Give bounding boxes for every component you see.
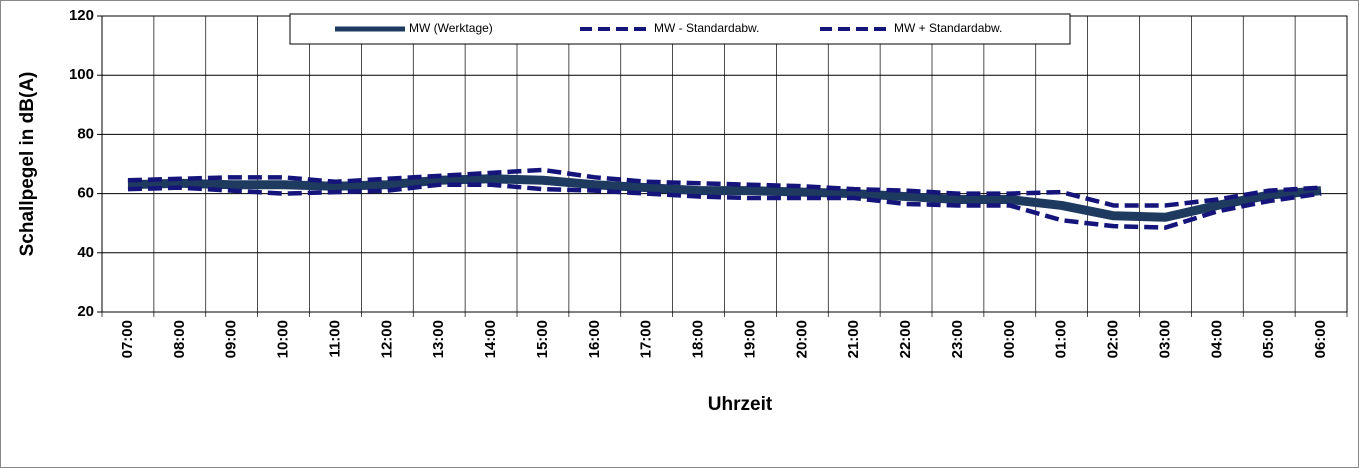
x-tick-label: 06:00 [1312, 320, 1329, 358]
x-tick-label: 01:00 [1053, 320, 1070, 358]
x-tick-label: 23:00 [949, 320, 966, 358]
x-tick-label: 15:00 [534, 320, 551, 358]
x-tick-label: 12:00 [378, 320, 395, 358]
x-tick-label: 20:00 [793, 320, 810, 358]
x-tick-label: 18:00 [690, 320, 707, 358]
x-tick-label: 00:00 [1001, 320, 1018, 358]
x-tick-label: 08:00 [171, 320, 188, 358]
y-tick-label: 20 [77, 303, 94, 320]
legend-label: MW + Standardabw. [894, 21, 1002, 35]
legend-label: MW - Standardabw. [654, 21, 759, 35]
x-tick-label: 13:00 [430, 320, 447, 358]
series-line [127, 174, 1322, 222]
x-tick-label: 10:00 [275, 320, 292, 358]
x-tick-label: 14:00 [482, 320, 499, 358]
x-tick-label: 05:00 [1260, 320, 1277, 358]
y-axis-title: Schallpegel in dB(A) [17, 72, 38, 257]
legend-box [289, 13, 1071, 45]
x-tick-label: 11:00 [326, 320, 343, 358]
x-tick-label: 07:00 [119, 320, 136, 358]
x-tick-label: 16:00 [586, 320, 603, 358]
x-axis-title: Uhrzeit [708, 394, 773, 415]
y-tick-label: 120 [69, 7, 94, 24]
y-tick-label: 100 [69, 66, 94, 83]
x-tick-label: 17:00 [638, 320, 655, 358]
x-tick-label: 09:00 [223, 320, 240, 358]
x-tick-label: 03:00 [1156, 320, 1173, 358]
x-tick-label: 22:00 [897, 320, 914, 358]
y-tick-label: 40 [77, 244, 94, 261]
legend-label: MW (Werktage) [409, 21, 493, 35]
x-tick-label: 19:00 [741, 320, 758, 358]
x-tick-label: 04:00 [1208, 320, 1225, 358]
x-tick-label: 21:00 [845, 320, 862, 358]
y-tick-label: 60 [77, 185, 94, 202]
x-tick-label: 02:00 [1105, 320, 1122, 358]
y-tick-label: 80 [77, 125, 94, 142]
